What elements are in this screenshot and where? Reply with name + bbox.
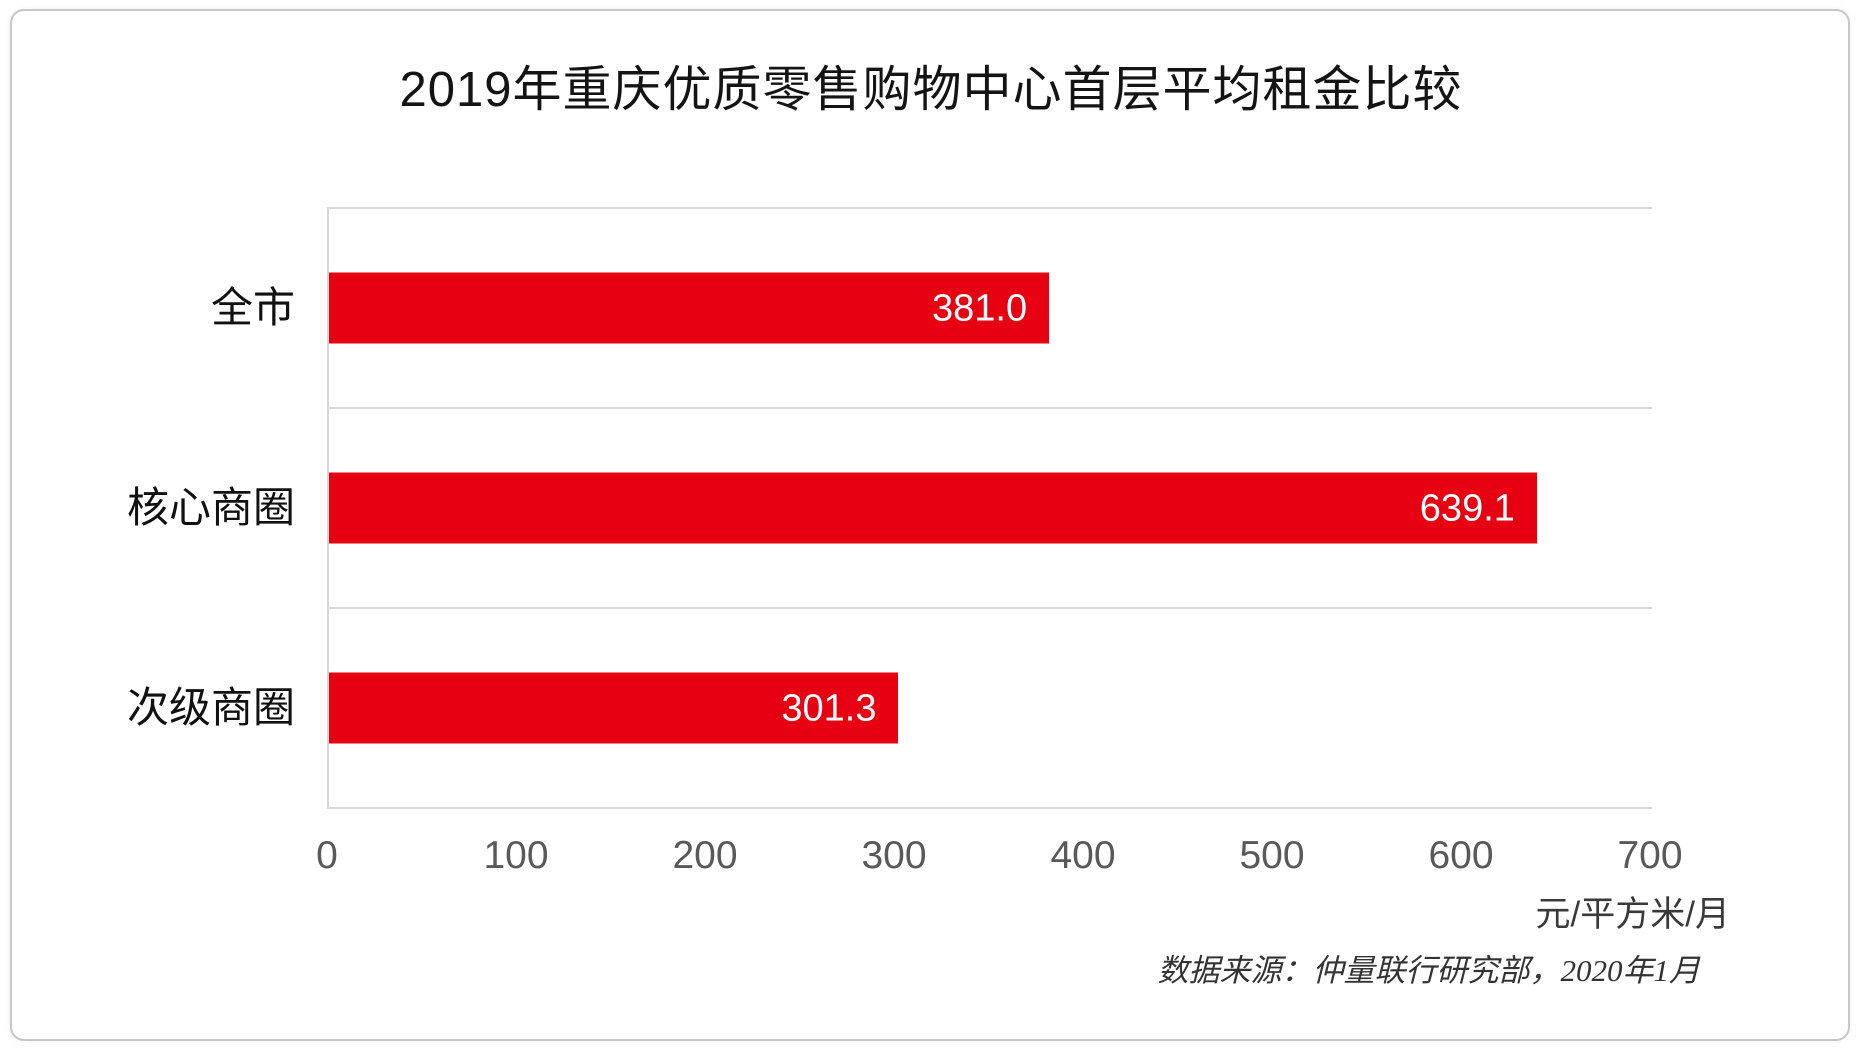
source-note: 数据来源：仲量联行研究部，2020年1月 [1157,953,1701,988]
category-band: 次级商圈 301.3 [127,609,1652,809]
category-label: 全市 [210,284,295,331]
bar: 639.1 [329,472,1537,544]
x-axis-tick-label: 500 [1239,834,1305,877]
x-axis-tick-label: 100 [483,834,549,877]
x-axis-tick-label: 400 [1050,834,1116,877]
x-axis-tick-label: 300 [861,834,927,877]
x-axis-tick-label: 0 [316,834,338,877]
plot-area: 全市 381.0 核心商圈 639.1 次级商圈 301.3 [127,207,1652,809]
bar: 381.0 [329,272,1050,344]
bar-value-label: 639.1 [1419,487,1515,529]
bar-value-label: 381.0 [931,287,1028,329]
bar: 301.3 [329,672,899,744]
x-axis-tick-label: 700 [1617,834,1683,877]
category-band: 核心商圈 639.1 [127,409,1652,609]
bar-value-label: 301.3 [781,687,877,729]
chart-title: 2019年重庆优质零售购物中心首层平均租金比较 [399,63,1463,117]
category-band: 全市 381.0 [211,209,1652,409]
x-axis-tick-label: 600 [1428,834,1494,877]
x-axis-tick-label: 200 [672,834,738,877]
category-label: 次级商圈 [126,684,295,731]
x-axis-unit-label: 元/平方米/月 [1535,895,1730,934]
x-axis-tick-labels: 0 100 200 300 400 500 600 700 [316,834,1682,880]
category-label: 核心商圈 [126,484,295,531]
